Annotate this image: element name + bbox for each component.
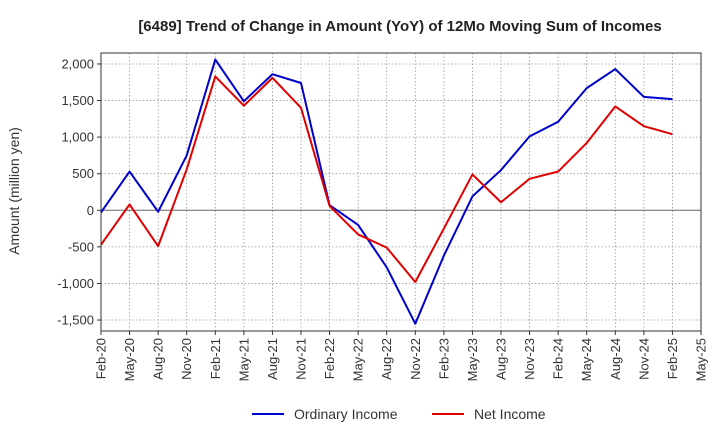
y-tick-labels: 2,000 1,500 1,000 500 0 -500 -1,000 -1,500: [57, 56, 94, 327]
x-tick-label: Nov-23: [522, 338, 537, 380]
x-tick-label: Aug-21: [265, 338, 280, 380]
x-tick-label: Nov-21: [294, 338, 309, 380]
series-line-ordinary-income: [100, 58, 673, 325]
y-tick-label: -1,500: [57, 313, 94, 328]
plot-frame: [100, 52, 702, 332]
x-tick-label: Aug-24: [608, 338, 623, 380]
y-axis-label: Amount (million yen): [6, 127, 22, 255]
x-tick-label: Nov-20: [179, 338, 194, 380]
legend-label: Net Income: [474, 406, 546, 422]
x-tick-label: May-22: [351, 338, 366, 381]
series: [100, 58, 673, 325]
y-tick-label: -500: [68, 239, 94, 254]
y-tick-label: 2,000: [61, 56, 94, 71]
chart-title: [6489] Trend of Change in Amount (YoY) o…: [138, 18, 661, 35]
x-tick-label: Feb-22: [322, 338, 337, 379]
x-tick-label: May-21: [236, 338, 251, 381]
x-tick-label: Feb-24: [551, 338, 566, 379]
x-tick-label: Feb-25: [665, 338, 680, 379]
x-tick-label: May-24: [579, 338, 594, 381]
x-tick-label: May-20: [122, 338, 137, 381]
legend-label: Ordinary Income: [294, 406, 398, 422]
x-tick-label: Aug-23: [494, 338, 509, 380]
x-tick-label: Aug-20: [151, 338, 166, 380]
x-tick-label: May-23: [465, 338, 480, 381]
x-tick-label: Aug-22: [379, 338, 394, 380]
legend-item-ordinary-income: Ordinary Income: [252, 406, 398, 422]
y-tick-label: 500: [72, 166, 94, 181]
y-tick-label: -1,000: [57, 276, 94, 291]
legend: Ordinary Income Net Income: [252, 406, 546, 422]
grid: [100, 53, 702, 331]
x-tick-label: Feb-20: [94, 338, 109, 379]
legend-item-net-income: Net Income: [432, 406, 546, 422]
axes: [97, 52, 702, 335]
y-tick-label: 0: [87, 203, 94, 218]
x-tick-label: Nov-22: [408, 338, 423, 380]
x-tick-label: May-25: [694, 338, 709, 381]
series-line-net-income: [100, 75, 673, 283]
y-tick-label: 1,500: [61, 93, 94, 108]
x-tick-label: Feb-21: [208, 338, 223, 379]
x-tick-label: Feb-23: [436, 338, 451, 379]
x-tick-labels: Feb-20 May-20 Aug-20 Nov-20 Feb-21 May-21 Aug-…: [94, 338, 709, 381]
y-tick-label: 1,000: [61, 130, 94, 145]
x-tick-label: Nov-24: [636, 338, 651, 380]
